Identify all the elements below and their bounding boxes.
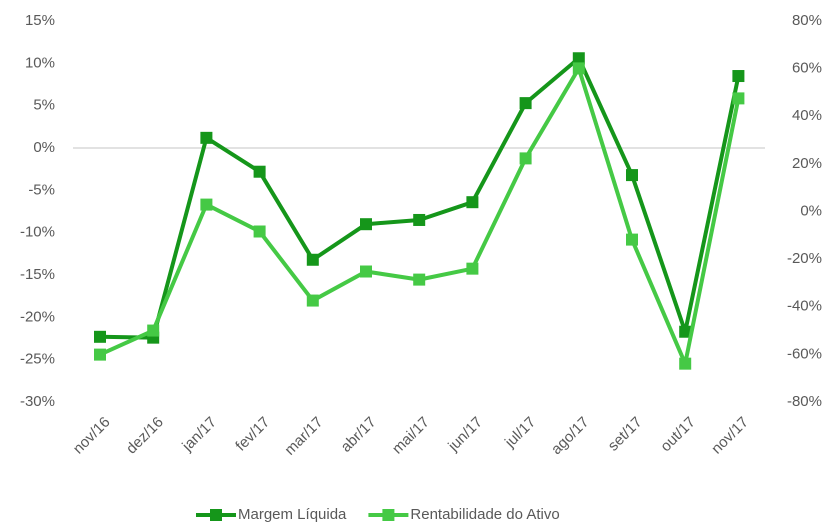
y-tick-label: 15% (25, 12, 55, 29)
point-marker (732, 92, 745, 105)
point-marker (306, 294, 319, 307)
y-tick-label: -25% (20, 351, 55, 368)
x-tick-label: fev/17 (232, 414, 273, 455)
y-tick-label: -30% (20, 393, 55, 410)
point-marker (360, 218, 372, 231)
x-tick-label: jun/17 (444, 414, 486, 456)
legend-marker (210, 509, 222, 521)
y2-tick-label: -80% (787, 393, 822, 410)
y-tick-label: -5% (28, 181, 55, 198)
point-marker (519, 152, 532, 165)
point-marker (147, 324, 160, 337)
point-marker (572, 62, 585, 75)
x-tick-label: jan/17 (178, 414, 220, 456)
legend-marker (382, 509, 395, 521)
y2-tick-label: -40% (787, 298, 822, 315)
point-marker (253, 225, 266, 238)
point-marker (200, 198, 213, 211)
point-marker (306, 253, 319, 266)
point-marker (360, 265, 372, 278)
y-tick-label: -15% (20, 266, 55, 283)
y-tick-label: 5% (33, 97, 55, 114)
point-marker (413, 213, 426, 226)
x-tick-label: set/17 (605, 414, 646, 455)
legend-label: Rentabilidade do Ativo (410, 506, 559, 523)
point-marker (626, 233, 638, 246)
x-tick-label: jul/17 (501, 414, 539, 452)
y-tick-label: -10% (20, 224, 55, 241)
x-tick-label: dez/16 (123, 414, 167, 458)
point-marker (626, 169, 638, 182)
x-tick-label: mai/17 (389, 414, 433, 458)
point-marker (732, 70, 745, 83)
point-marker (413, 273, 426, 286)
point-marker (466, 262, 479, 275)
y2-tick-label: 40% (792, 107, 822, 124)
point-marker (94, 330, 106, 343)
x-tick-label: nov/16 (70, 414, 114, 458)
point-marker (679, 357, 692, 370)
y-tick-label: 10% (25, 54, 55, 71)
y2-tick-label: -60% (787, 345, 822, 362)
point-marker (679, 325, 692, 338)
y2-tick-label: 80% (792, 12, 822, 29)
y-tick-label: -20% (20, 308, 55, 325)
point-marker (253, 165, 266, 178)
point-marker (519, 97, 532, 110)
y-tick-label: 0% (33, 139, 55, 156)
point-marker (200, 131, 213, 144)
series-line (99, 56, 741, 340)
x-tick-label: nov/17 (708, 414, 752, 458)
y2-tick-label: 60% (792, 60, 822, 77)
point-marker (94, 348, 106, 361)
y2-tick-label: 20% (792, 155, 822, 172)
x-tick-label: ago/17 (548, 414, 592, 458)
x-tick-label: out/17 (657, 414, 699, 456)
x-tick-label: abr/17 (338, 414, 380, 456)
y2-tick-label: 0% (800, 202, 822, 219)
x-tick-label: mar/17 (281, 414, 326, 459)
point-marker (466, 196, 479, 209)
point-marker (572, 52, 585, 65)
y2-tick-label: -20% (787, 250, 822, 267)
legend-label: Margem Líquida (238, 506, 347, 523)
